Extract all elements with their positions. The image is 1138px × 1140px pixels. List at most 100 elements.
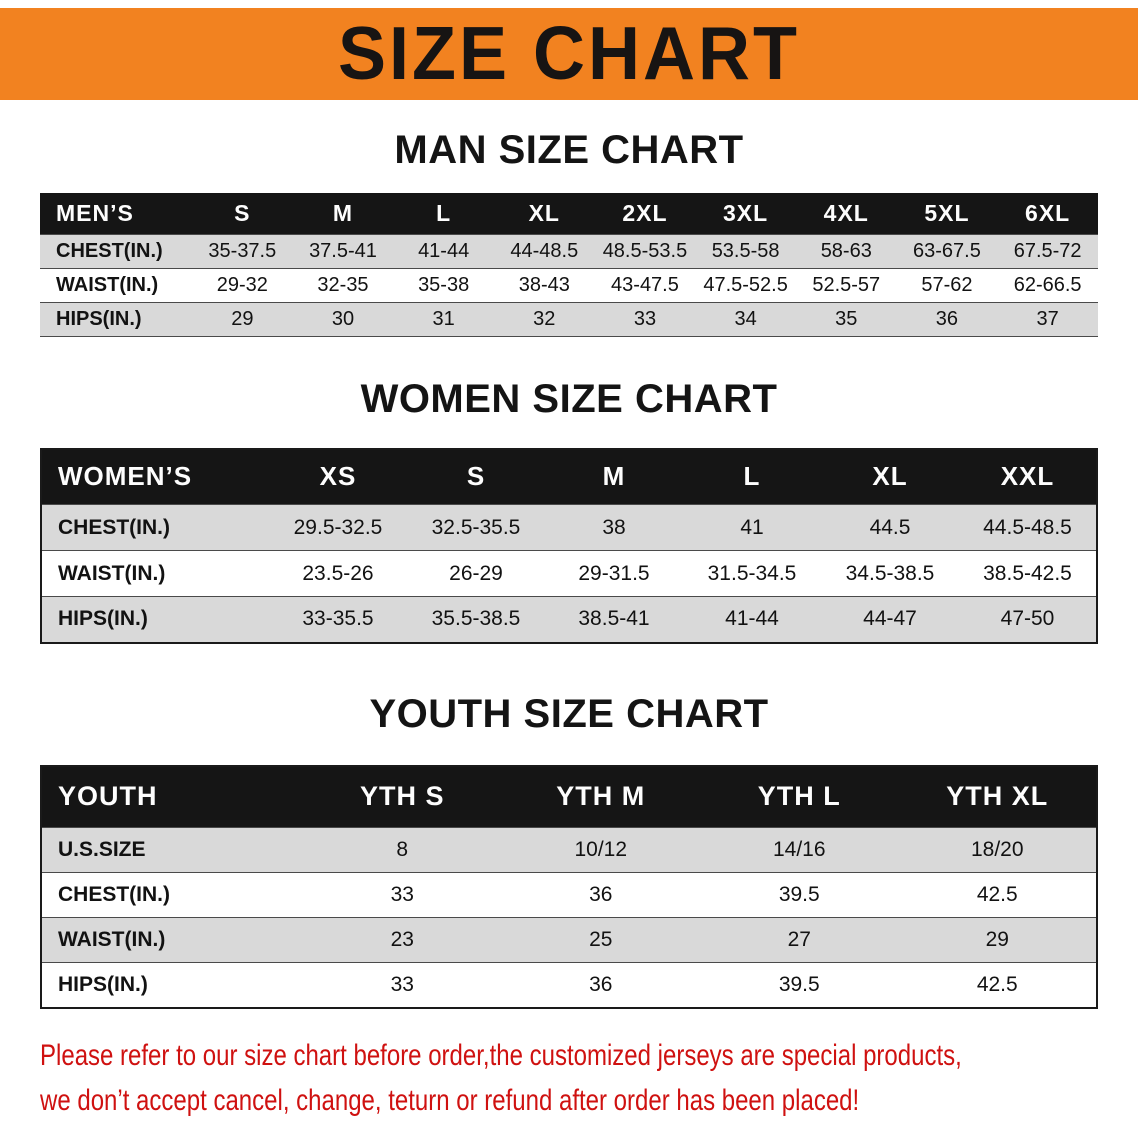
measurement-value-cell: 41-44: [393, 233, 494, 268]
measurement-value-cell: 29-32: [192, 267, 293, 302]
men-size-column-header: 5XL: [896, 193, 998, 234]
measurement-value-cell: 57-62: [896, 267, 998, 302]
measurement-value-cell: 39.5: [700, 872, 899, 918]
men-table-title: MEN’S: [40, 193, 192, 234]
measurement-value-cell: 37.5-41: [292, 233, 394, 268]
men-measurement-row: CHEST(IN.) 35-37.5 37.5-41 41-44 44-48.5 48.5…: [40, 233, 1098, 268]
men-size-table: MEN’S S M L XL 2XL 3XL 4XL 5XL 6XL CHEST(IN.) 35-37…: [40, 193, 1098, 337]
women-size-column-header: XS: [269, 448, 407, 505]
measurement-value-cell: 33: [303, 872, 502, 918]
youth-size-column-header: YTH L: [700, 765, 899, 828]
measurement-value-cell: 32: [493, 301, 595, 337]
women-size-column-header: M: [545, 448, 683, 505]
measurement-value-cell: 32-35: [292, 267, 394, 302]
measurement-value-cell: 67.5-72: [997, 233, 1098, 268]
women-measurement-row: CHEST(IN.) 29.5-32.5 32.5-35.5 38 41 44.5 44.5…: [41, 504, 1097, 551]
youth-size-column-header: YTH M: [501, 765, 700, 828]
measurement-value-cell: 35-38: [393, 267, 494, 302]
measurement-value-cell: 31: [393, 301, 494, 337]
men-measurement-row: WAIST(IN.) 29-32 32-35 35-38 38-43 43-47.5 47.…: [40, 267, 1098, 302]
youth-measurement-row: WAIST(IN.) 23 25 27 29: [41, 917, 1097, 963]
men-size-column-header: 3XL: [695, 193, 796, 234]
men-size-column-header: M: [292, 193, 394, 234]
measurement-row-label: CHEST(IN.): [40, 233, 192, 268]
measurement-value-cell: 47.5-52.5: [695, 267, 796, 302]
measurement-value-cell: 53.5-58: [695, 233, 796, 268]
men-size-column-header: S: [192, 193, 293, 234]
youth-measurement-row: CHEST(IN.) 33 36 39.5 42.5: [41, 872, 1097, 918]
measurement-value-cell: 52.5-57: [795, 267, 897, 302]
women-size-table: WOMEN’S XS S M L XL XXL CHEST(IN.) 29.5-32.5 32.5…: [40, 447, 1098, 644]
measurement-value-cell: 41: [683, 504, 821, 551]
measurement-value-cell: 30: [292, 301, 394, 337]
measurement-value-cell: 37: [997, 301, 1098, 337]
women-size-column-header: L: [683, 448, 821, 505]
measurement-value-cell: 33-35.5: [269, 596, 407, 643]
measurement-value-cell: 62-66.5: [997, 267, 1098, 302]
measurement-row-label: HIPS(IN.): [41, 596, 269, 643]
size-chart-banner: SIZE CHART: [0, 8, 1138, 100]
measurement-value-cell: 35-37.5: [192, 233, 293, 268]
women-size-section: WOMEN SIZE CHART WOMEN’S XS S M L XL XXL CHEST(I…: [0, 377, 1138, 644]
measurement-value-cell: 44-48.5: [493, 233, 595, 268]
measurement-row-label: U.S.SIZE: [41, 827, 303, 873]
men-header-row: MEN’S S M L XL 2XL 3XL 4XL 5XL 6XL: [40, 193, 1098, 234]
measurement-value-cell: 42.5: [898, 962, 1097, 1008]
disclaimer-line-2: we don’t accept cancel, change, teturn o…: [40, 1083, 860, 1117]
measurement-value-cell: 41-44: [683, 596, 821, 643]
men-size-column-header: 4XL: [795, 193, 897, 234]
measurement-value-cell: 34: [695, 301, 796, 337]
measurement-value-cell: 31.5-34.5: [683, 550, 821, 597]
men-measurement-row: HIPS(IN.) 29 30 31 32 33 34 35 36 37: [40, 301, 1098, 337]
youth-size-table: YOUTH YTH S YTH M YTH L YTH XL U.S.SIZE 8 10/12…: [40, 764, 1098, 1009]
measurement-value-cell: 27: [700, 917, 899, 963]
women-header-row: WOMEN’S XS S M L XL XXL: [41, 448, 1097, 505]
measurement-value-cell: 38.5-41: [545, 596, 683, 643]
measurement-value-cell: 14/16: [700, 827, 899, 873]
men-size-column-header: 6XL: [997, 193, 1098, 234]
measurement-row-label: HIPS(IN.): [40, 301, 192, 337]
men-size-section: MAN SIZE CHART MEN’S S M L XL 2XL 3XL 4XL 5XL 6XL C…: [0, 128, 1138, 337]
youth-section-heading: YOUTH SIZE CHART: [369, 691, 769, 736]
measurement-value-cell: 26-29: [407, 550, 545, 597]
measurement-value-cell: 34.5-38.5: [821, 550, 959, 597]
measurement-value-cell: 29: [898, 917, 1097, 963]
men-size-column-header: L: [393, 193, 494, 234]
measurement-value-cell: 33: [303, 962, 502, 1008]
youth-size-column-header: YTH S: [303, 765, 502, 828]
measurement-value-cell: 23: [303, 917, 502, 963]
men-size-column-header: XL: [493, 193, 595, 234]
measurement-row-label: CHEST(IN.): [41, 504, 269, 551]
measurement-value-cell: 44.5: [821, 504, 959, 551]
women-size-column-header: S: [407, 448, 545, 505]
measurement-value-cell: 38.5-42.5: [959, 550, 1097, 597]
measurement-value-cell: 18/20: [898, 827, 1097, 873]
women-measurement-row: WAIST(IN.) 23.5-26 26-29 29-31.5 31.5-34.5 34…: [41, 550, 1097, 597]
measurement-value-cell: 39.5: [700, 962, 899, 1008]
banner-title: SIZE CHART: [338, 12, 800, 96]
youth-table-title: YOUTH: [41, 765, 303, 828]
measurement-value-cell: 32.5-35.5: [407, 504, 545, 551]
size-chart-sections: MAN SIZE CHART MEN’S S M L XL 2XL 3XL 4XL 5XL 6XL C…: [0, 128, 1138, 1009]
measurement-row-label: WAIST(IN.): [40, 267, 192, 302]
measurement-value-cell: 36: [501, 962, 700, 1008]
women-size-column-header: XXL: [959, 448, 1097, 505]
measurement-value-cell: 33: [594, 301, 696, 337]
disclaimer: Please refer to our size chart before or…: [40, 1033, 1108, 1123]
men-size-column-header: 2XL: [594, 193, 696, 234]
measurement-value-cell: 36: [896, 301, 998, 337]
measurement-value-cell: 35.5-38.5: [407, 596, 545, 643]
women-table-title: WOMEN’S: [41, 448, 269, 505]
measurement-value-cell: 48.5-53.5: [594, 233, 696, 268]
measurement-value-cell: 36: [501, 872, 700, 918]
women-measurement-row: HIPS(IN.) 33-35.5 35.5-38.5 38.5-41 41-44 44-…: [41, 596, 1097, 643]
youth-measurement-row: U.S.SIZE 8 10/12 14/16 18/20: [41, 827, 1097, 873]
measurement-value-cell: 23.5-26: [269, 550, 407, 597]
measurement-value-cell: 38-43: [493, 267, 595, 302]
youth-size-column-header: YTH XL: [898, 765, 1097, 828]
women-section-heading: WOMEN SIZE CHART: [360, 376, 778, 421]
measurement-row-label: HIPS(IN.): [41, 962, 303, 1008]
men-section-heading: MAN SIZE CHART: [394, 128, 744, 172]
measurement-value-cell: 44-47: [821, 596, 959, 643]
measurement-row-label: WAIST(IN.): [41, 550, 269, 597]
